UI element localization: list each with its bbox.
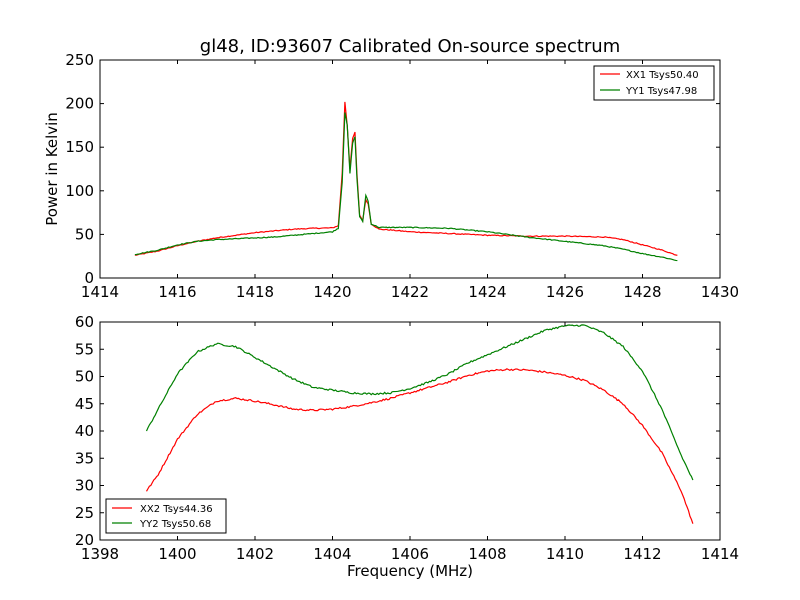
bottom-xtick-label: 1398 xyxy=(81,545,119,563)
bottom-xtick-label: 1402 xyxy=(236,545,274,563)
bottom-xtick-label: 1410 xyxy=(546,545,584,563)
bottom-ytick-label: 45 xyxy=(75,395,94,413)
top-panel-series xyxy=(134,101,678,262)
bottom-xtick-label: 1400 xyxy=(158,545,196,563)
bottom-series-red-line xyxy=(145,368,694,524)
bottom-panel-series xyxy=(145,324,694,524)
top-panel: 1414 1416 1418 1420 1422 1424 1426 1428 1430 0 50 1… xyxy=(43,51,739,301)
bottom-ytick-label: 50 xyxy=(75,368,94,386)
bottom-panel-ticks: 1398 1400 1402 1404 1406 1408 1410 1412 1414 20 25… xyxy=(75,313,739,563)
top-xtick-label: 1418 xyxy=(236,283,274,301)
legend-xx1-label: XX1 Tsys50.40 xyxy=(626,70,699,81)
bottom-ytick-label: 35 xyxy=(75,449,94,467)
top-series-green-line xyxy=(134,112,678,262)
top-ytick-label: 150 xyxy=(65,138,94,156)
chart-title: gl48, ID:93607 Calibrated On-source spec… xyxy=(200,36,620,57)
top-xtick-label: 1428 xyxy=(623,283,661,301)
top-ytick-label: 0 xyxy=(84,269,94,287)
bottom-panel-legend: XX2 Tsys44.36 YY2 Tsys50.68 xyxy=(105,498,227,534)
top-xtick-label: 1414 xyxy=(81,283,119,301)
top-xtick-label: 1430 xyxy=(701,283,739,301)
top-ytick-label: 100 xyxy=(65,182,94,200)
top-xtick-label: 1424 xyxy=(468,283,506,301)
bottom-ytick-label: 40 xyxy=(75,422,94,440)
bottom-xtick-label: 1414 xyxy=(701,545,739,563)
bottom-ytick-label: 20 xyxy=(75,531,94,549)
top-ytick-label: 200 xyxy=(65,95,94,113)
bottom-xtick-label: 1408 xyxy=(468,545,506,563)
top-ytick-label: 250 xyxy=(65,51,94,69)
bottom-series-green-line xyxy=(145,324,694,481)
top-xtick-label: 1420 xyxy=(313,283,351,301)
bottom-ytick-label: 55 xyxy=(75,340,94,358)
bottom-xtick-label: 1404 xyxy=(313,545,351,563)
bottom-ytick-label: 60 xyxy=(75,313,94,331)
bottom-panel-xlabel: Frequency (MHz) xyxy=(347,562,473,580)
top-xtick-label: 1422 xyxy=(391,283,429,301)
bottom-ytick-label: 25 xyxy=(75,504,94,522)
legend-xx2-label: XX2 Tsys44.36 xyxy=(140,504,213,515)
bottom-panel-legend-box xyxy=(105,498,227,534)
top-xtick-label: 1426 xyxy=(546,283,584,301)
legend-yy2-label: YY2 Tsys50.68 xyxy=(139,519,211,530)
top-ytick-label: 50 xyxy=(75,225,94,243)
top-panel-ylabel: Power in Kelvin xyxy=(43,112,61,226)
bottom-xtick-label: 1412 xyxy=(623,545,661,563)
top-xtick-label: 1416 xyxy=(158,283,196,301)
bottom-ytick-label: 30 xyxy=(75,477,94,495)
top-panel-legend: XX1 Tsys50.40 YY1 Tsys47.98 xyxy=(593,65,715,101)
top-panel-ticks: 1414 1416 1418 1420 1422 1424 1426 1428 1430 0 50 1… xyxy=(65,51,739,301)
bottom-panel: 1398 1400 1402 1404 1406 1408 1410 1412 1414 20 25… xyxy=(75,313,739,580)
legend-yy1-label: YY1 Tsys47.98 xyxy=(625,86,697,97)
bottom-xtick-label: 1406 xyxy=(391,545,429,563)
top-panel-legend-box xyxy=(593,65,715,101)
top-series-red-line xyxy=(134,101,678,256)
